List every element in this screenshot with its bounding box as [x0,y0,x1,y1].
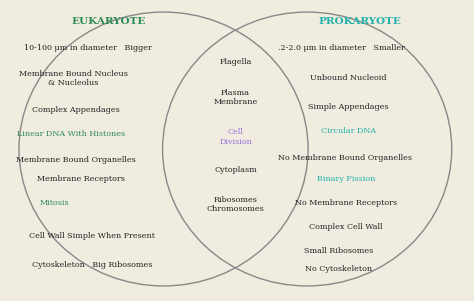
Text: Circular DNA: Circular DNA [321,127,376,135]
Text: Simple Appendages: Simple Appendages [308,103,389,111]
Text: Complex Appendages: Complex Appendages [32,106,120,114]
Text: Cytoskeleton   Big Ribosomes: Cytoskeleton Big Ribosomes [32,261,153,269]
Text: 10-100 μm in diameter   Bigger: 10-100 μm in diameter Bigger [24,44,152,52]
Text: PROKARYOTE: PROKARYOTE [319,17,401,26]
Text: Unbound Nucleoid: Unbound Nucleoid [310,74,387,82]
Text: Cell
Division: Cell Division [219,128,252,146]
Text: Flagella: Flagella [219,58,252,66]
Text: Plasma
Membrane: Plasma Membrane [213,89,258,107]
Text: Ribosomes
Chromosomes: Ribosomes Chromosomes [207,196,264,213]
Text: EUKARYOTE: EUKARYOTE [72,17,146,26]
Text: No Membrane Bound Organelles: No Membrane Bound Organelles [278,154,412,162]
Text: Complex Cell Wall: Complex Cell Wall [309,223,383,231]
Text: .2-2.0 μm in diameter   Smaller: .2-2.0 μm in diameter Smaller [278,44,405,52]
Text: Small Ribosomes: Small Ribosomes [304,247,374,255]
Text: Membrane Receptors: Membrane Receptors [36,175,125,183]
Text: Mitosis: Mitosis [40,199,69,207]
Text: No Membrane Receptors: No Membrane Receptors [295,199,397,207]
Text: Cell Wall Simple When Present: Cell Wall Simple When Present [29,232,155,240]
Text: No Cytoskeleton: No Cytoskeleton [305,265,373,273]
Text: Binary Fission: Binary Fission [317,175,375,183]
Text: Linear DNA With Histones: Linear DNA With Histones [17,130,125,138]
Text: Membrane Bound Organelles: Membrane Bound Organelles [16,156,136,163]
Text: Membrane Bound Nucleus
& Nucleolus: Membrane Bound Nucleus & Nucleolus [19,70,128,87]
Text: Cytoplasm: Cytoplasm [214,166,257,174]
